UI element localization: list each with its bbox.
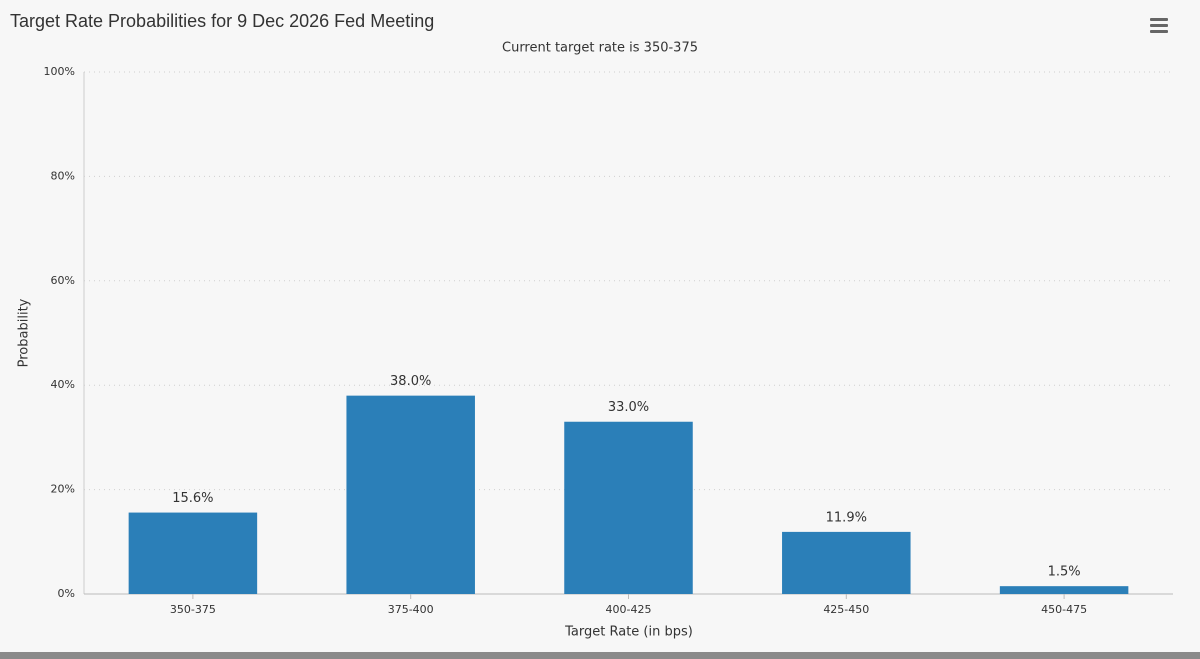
menu-bar[interactable] <box>1150 30 1168 33</box>
menu-bar[interactable] <box>1150 18 1168 21</box>
y-tick-label: 80% <box>51 169 75 182</box>
y-tick-label: 100% <box>44 65 75 78</box>
x-tick-label: 450-475 <box>1041 603 1087 616</box>
y-tick-label: 20% <box>51 483 75 496</box>
bar <box>782 531 911 594</box>
bar <box>346 395 475 594</box>
bar <box>564 421 693 594</box>
y-tick-label: 60% <box>51 274 75 287</box>
bar <box>999 586 1129 594</box>
x-tick-label: 350-375 <box>170 603 216 616</box>
chart-subtitle: Current target rate is 350-375 <box>502 41 698 56</box>
bottom-bar <box>0 652 1200 659</box>
menu-bar[interactable] <box>1150 24 1168 27</box>
bar <box>128 512 258 594</box>
chart-title: Target Rate Probabilities for 9 Dec 2026… <box>10 11 434 31</box>
x-tick-label: 400-425 <box>606 603 652 616</box>
x-axis-title: Target Rate (in bps) <box>564 625 693 640</box>
data-label: 38.0% <box>390 374 431 389</box>
data-label: 15.6% <box>172 491 213 506</box>
y-tick-label: 40% <box>51 378 75 391</box>
y-axis-title: Probability <box>17 298 32 367</box>
data-label: 33.0% <box>608 400 649 415</box>
x-tick-label: 375-400 <box>388 603 434 616</box>
data-label: 1.5% <box>1048 565 1081 580</box>
x-tick-label: 425-450 <box>823 603 869 616</box>
y-tick-label: 0% <box>58 587 75 600</box>
menu-button[interactable] <box>1150 18 1168 33</box>
data-label: 11.9% <box>826 510 867 525</box>
